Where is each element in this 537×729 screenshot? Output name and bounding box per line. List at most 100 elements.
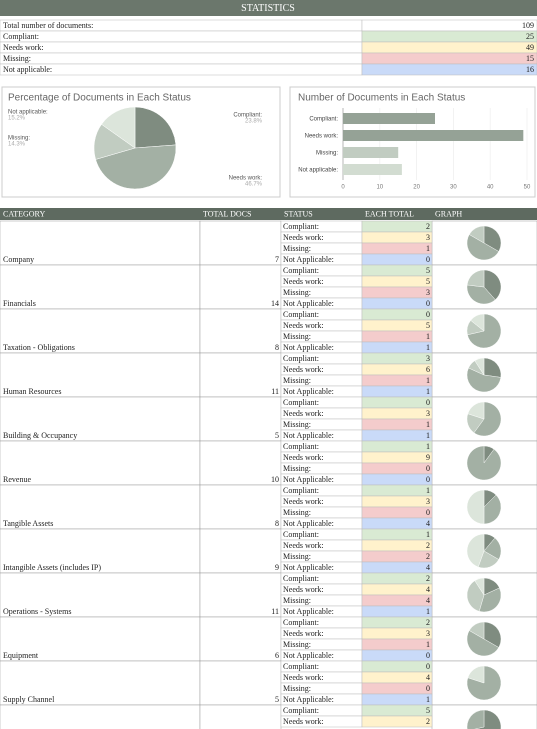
- total-cell: [361, 330, 433, 343]
- each-total: 2: [426, 574, 430, 583]
- cell: [199, 660, 282, 706]
- each-total: 0: [426, 662, 430, 671]
- each-total: 3: [426, 288, 430, 297]
- mini-pie-slice: [466, 445, 502, 481]
- each-total: 4: [426, 585, 430, 594]
- category: Revenue: [3, 475, 31, 484]
- each-total: 1: [426, 607, 430, 616]
- mini-pie-slice: [483, 225, 502, 252]
- each-total: 1: [426, 486, 430, 495]
- status-label: Not Applicable:: [283, 695, 334, 704]
- mini-pie-slice: [466, 580, 485, 612]
- cell: [199, 704, 282, 729]
- each-total: 5: [426, 706, 430, 715]
- total-cell: [361, 374, 433, 387]
- mini-pie-slice: [466, 234, 499, 261]
- status-label: Missing:: [283, 288, 311, 297]
- each-total: 2: [426, 552, 430, 561]
- cell: [0, 616, 201, 662]
- status-label: Compliant:: [283, 574, 319, 583]
- status-label: Needs work:: [283, 585, 324, 594]
- pie-label: Not applicable:: [8, 110, 48, 116]
- pie-percent: 15.2%: [8, 116, 26, 122]
- status-label: Needs work:: [283, 409, 324, 418]
- cell: [199, 616, 282, 662]
- each-total: 1: [426, 640, 430, 649]
- total-cell: [361, 429, 433, 442]
- each-total: 5: [426, 277, 430, 286]
- total-cell: [361, 484, 433, 497]
- summary-value: 16: [526, 65, 534, 74]
- y-tick-label: Missing:: [316, 151, 338, 157]
- x-tick-label: 50: [524, 185, 531, 191]
- summary-label: Not applicable:: [3, 65, 52, 74]
- status-label: Compliant:: [283, 266, 319, 275]
- each-total: 5: [426, 321, 430, 330]
- total-cell: [361, 583, 433, 596]
- category: Equipment: [3, 651, 39, 660]
- status-label: Not Applicable:: [283, 651, 334, 660]
- status-label: Missing:: [283, 376, 311, 385]
- total-cell: [361, 363, 433, 376]
- x-tick-label: 0: [341, 185, 345, 191]
- summary-value-cell: [361, 19, 537, 32]
- each-total: 4: [426, 596, 430, 605]
- each-total: 0: [426, 464, 430, 473]
- summary-value-cell: [361, 63, 537, 76]
- each-total: 3: [426, 233, 430, 242]
- status-label: Missing:: [283, 332, 311, 341]
- table-header-bar: [0, 208, 537, 220]
- summary-value: 25: [526, 32, 534, 41]
- total-cell: [361, 605, 433, 618]
- total-cell: [361, 264, 433, 277]
- status-label: Missing:: [283, 552, 311, 561]
- status-label: Missing:: [283, 684, 311, 693]
- status-label: Needs work:: [283, 629, 324, 638]
- chart-frame: [289, 86, 536, 198]
- summary-value-cell: [361, 30, 537, 43]
- total-cell: [361, 561, 433, 574]
- each-total: 1: [426, 442, 430, 451]
- cell: [0, 572, 201, 618]
- total-cell: [361, 407, 433, 420]
- each-total: 0: [426, 398, 430, 407]
- status-label: Compliant:: [283, 618, 319, 627]
- summary-label: Needs work:: [3, 43, 44, 52]
- each-total: 1: [426, 244, 430, 253]
- total-cell: [361, 308, 433, 321]
- cell: [0, 440, 201, 486]
- total-cell: [361, 594, 433, 607]
- category: Intangible Assets (includes IP): [3, 563, 101, 572]
- each-total: 1: [426, 387, 430, 396]
- mini-pie-slice: [467, 401, 485, 420]
- bar: [343, 113, 435, 124]
- each-total: 2: [426, 717, 430, 726]
- status-label: Compliant:: [283, 486, 319, 495]
- pie-percent: 14.3%: [8, 142, 26, 148]
- header-bar: [0, 0, 537, 16]
- each-total: 1: [426, 420, 430, 429]
- cell: [199, 440, 282, 486]
- total-cell: [361, 550, 433, 563]
- total-cell: [361, 693, 433, 706]
- status-label: Compliant:: [283, 706, 319, 715]
- status-label: Missing:: [283, 244, 311, 253]
- total-cell: [361, 231, 433, 244]
- pie-slice: [95, 144, 177, 190]
- category: Company: [3, 255, 34, 264]
- each-total: 0: [426, 310, 430, 319]
- cell: [0, 352, 201, 398]
- category: Operations - Systems: [3, 607, 71, 616]
- status-label: Not Applicable:: [283, 563, 334, 572]
- y-tick-label: Needs work:: [305, 134, 339, 140]
- total-cell: [361, 638, 433, 651]
- column-header: TOTAL DOCS: [203, 209, 251, 218]
- total-docs: 5: [275, 431, 279, 440]
- total-cell: [361, 462, 433, 475]
- x-tick-label: 30: [450, 185, 457, 191]
- mini-pie-slice: [466, 533, 485, 568]
- mini-pie-slice: [466, 489, 485, 525]
- column-header: GRAPH: [435, 209, 462, 218]
- status-label: Missing:: [283, 420, 311, 429]
